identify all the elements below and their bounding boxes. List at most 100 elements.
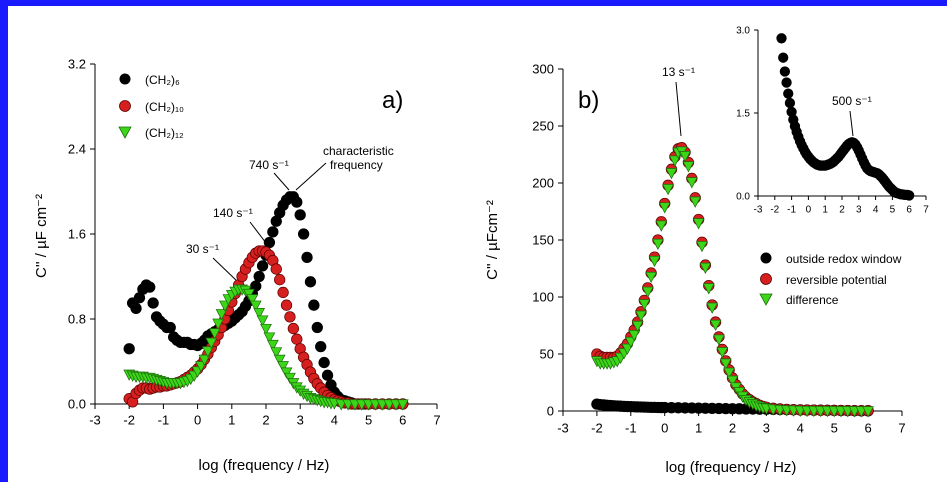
- panel-a-x-tick-label: 2: [262, 413, 269, 428]
- panel-b-y-tick-label: 200: [532, 176, 554, 191]
- data-point: [782, 78, 792, 88]
- legend-label-ch2-6: (CH₂)₆: [145, 73, 180, 87]
- panel-a-x-tick-label: 3: [297, 413, 304, 428]
- panel-a-y-tick-label: 0.8: [68, 312, 86, 327]
- legend-marker-difference: [760, 294, 772, 305]
- panel-a-x-tick-label: 7: [433, 413, 440, 428]
- panel-a-y-tick-label: 3.2: [68, 57, 86, 72]
- panel-b-y-tick-label: 300: [532, 62, 554, 77]
- annotation-13-pointer: [676, 82, 681, 136]
- inset-y-tick-label: 3.0: [736, 26, 750, 37]
- legend-marker-reversible: [761, 274, 772, 285]
- annotation-740: 740 s⁻¹: [249, 158, 289, 172]
- panel-a-y-tick-label: 2.4: [68, 142, 86, 157]
- data-point: [254, 271, 265, 282]
- inset-x-tick-label: -3: [754, 205, 763, 216]
- annotation-500: 500 s⁻¹: [832, 94, 872, 108]
- panel-b-y-tick-label: 50: [540, 347, 554, 362]
- data-point: [780, 67, 790, 77]
- panel-b-legend: outside redox window reversible potentia…: [760, 252, 902, 307]
- legend-label-ch2-10: (CH₂)₁₀: [145, 100, 184, 114]
- annotation-characteristic-frequency-line2: frequency: [330, 158, 383, 172]
- data-point: [904, 191, 914, 201]
- data-point: [322, 370, 333, 381]
- data-point: [778, 53, 788, 63]
- annotation-500-pointer: [850, 111, 853, 136]
- inset-x-tick-label: 1: [822, 205, 828, 216]
- panel-b-x-tick-label: -2: [591, 421, 603, 436]
- annotation-30-pointer: [213, 258, 238, 282]
- panel-b-x-tick-label: 2: [729, 421, 736, 436]
- inset-x-tick-label: 7: [923, 205, 929, 216]
- data-point: [268, 227, 279, 238]
- panel-a-y-tick-label: 1.6: [68, 227, 86, 242]
- panel-b-ylabel: C'' / µFcm⁻²: [484, 200, 501, 280]
- annotation-characteristic-frequency-pointer: [296, 163, 326, 190]
- panel-a-x-tick-label: 4: [331, 413, 338, 428]
- data-point: [312, 322, 323, 333]
- data-point: [298, 229, 309, 240]
- panel-a-series-0: [124, 192, 408, 410]
- inset-chart: 500 s⁻¹ -3-2-1012345670.01.53.0: [736, 26, 929, 216]
- inset-x-tick-label: 4: [873, 205, 879, 216]
- inset-y-tick-label: 0.0: [736, 192, 750, 203]
- data-point: [288, 323, 299, 334]
- panel-b-x-tick-label: 4: [797, 421, 804, 436]
- inset-x-tick-label: 3: [856, 205, 862, 216]
- panel-b-label: b): [578, 87, 599, 114]
- inset-y-tick-label: 1.5: [736, 109, 750, 120]
- panel-a-chart: a) log (frequency / Hz) C'' / µF cm⁻² (C…: [33, 57, 441, 474]
- panel-a-xlabel: log (frequency / Hz): [199, 457, 330, 474]
- panel-b-x-tick-label: 5: [831, 421, 838, 436]
- legend-label-ch2-12: (CH₂)₁₂: [145, 126, 184, 140]
- inset-x-tick-label: -1: [787, 205, 796, 216]
- panel-a-legend: (CH₂)₆ (CH₂)₁₀ (CH₂)₁₂: [119, 73, 184, 140]
- data-point: [291, 334, 302, 345]
- data-point: [315, 341, 326, 352]
- panel-b-y-tick-label: 0: [547, 404, 554, 419]
- panel-b-xlabel: log (frequency / Hz): [666, 459, 797, 476]
- panel-b-chart: b) log (frequency / Hz) C'' / µFcm⁻² 13 …: [484, 62, 906, 476]
- frame-left: [0, 0, 8, 482]
- annotation-140-pointer: [250, 222, 266, 243]
- data-point: [165, 322, 176, 333]
- panel-b-y-tick-label: 150: [532, 233, 554, 248]
- legend-label-outside-redox: outside redox window: [786, 252, 902, 266]
- inset-x-tick-label: 2: [839, 205, 845, 216]
- legend-marker-outside-redox: [761, 253, 772, 264]
- panel-b-x-tick-label: 3: [763, 421, 770, 436]
- data-point: [295, 210, 306, 221]
- data-point: [305, 277, 316, 288]
- data-point: [131, 303, 142, 314]
- panel-b-x-tick-label: 7: [898, 421, 905, 436]
- data-point: [274, 274, 285, 285]
- panel-a-y-tick-label: 0.0: [68, 397, 86, 412]
- panel-a-x-tick-label: 6: [399, 413, 406, 428]
- inset-x-tick-label: -2: [770, 205, 779, 216]
- data-point: [285, 312, 296, 323]
- panel-b-x-tick-label: 6: [864, 421, 871, 436]
- panel-a-ylabel: C'' / µF cm⁻²: [33, 194, 50, 278]
- legend-marker-ch2-6: [120, 74, 131, 85]
- data-point: [148, 298, 159, 309]
- data-point: [309, 300, 320, 311]
- data-point: [257, 261, 268, 272]
- data-point: [264, 237, 275, 248]
- data-point: [124, 343, 135, 354]
- inset-x-tick-label: 6: [906, 205, 912, 216]
- panel-a-x-tick-label: -2: [123, 413, 135, 428]
- panel-a-x-tick-label: 1: [228, 413, 235, 428]
- annotation-740-pointer: [274, 173, 289, 190]
- panel-a-x-tick-label: 5: [365, 413, 372, 428]
- data-point: [271, 264, 282, 275]
- panel-a-label: a): [382, 87, 403, 114]
- data-point: [777, 34, 787, 44]
- frame-top: [0, 0, 947, 6]
- panel-b-y-tick-label: 100: [532, 290, 554, 305]
- data-point: [785, 98, 795, 108]
- panel-a-x-tick-label: -3: [89, 413, 101, 428]
- legend-label-difference: difference: [786, 293, 839, 307]
- data-point: [319, 357, 330, 368]
- data-point: [144, 282, 155, 293]
